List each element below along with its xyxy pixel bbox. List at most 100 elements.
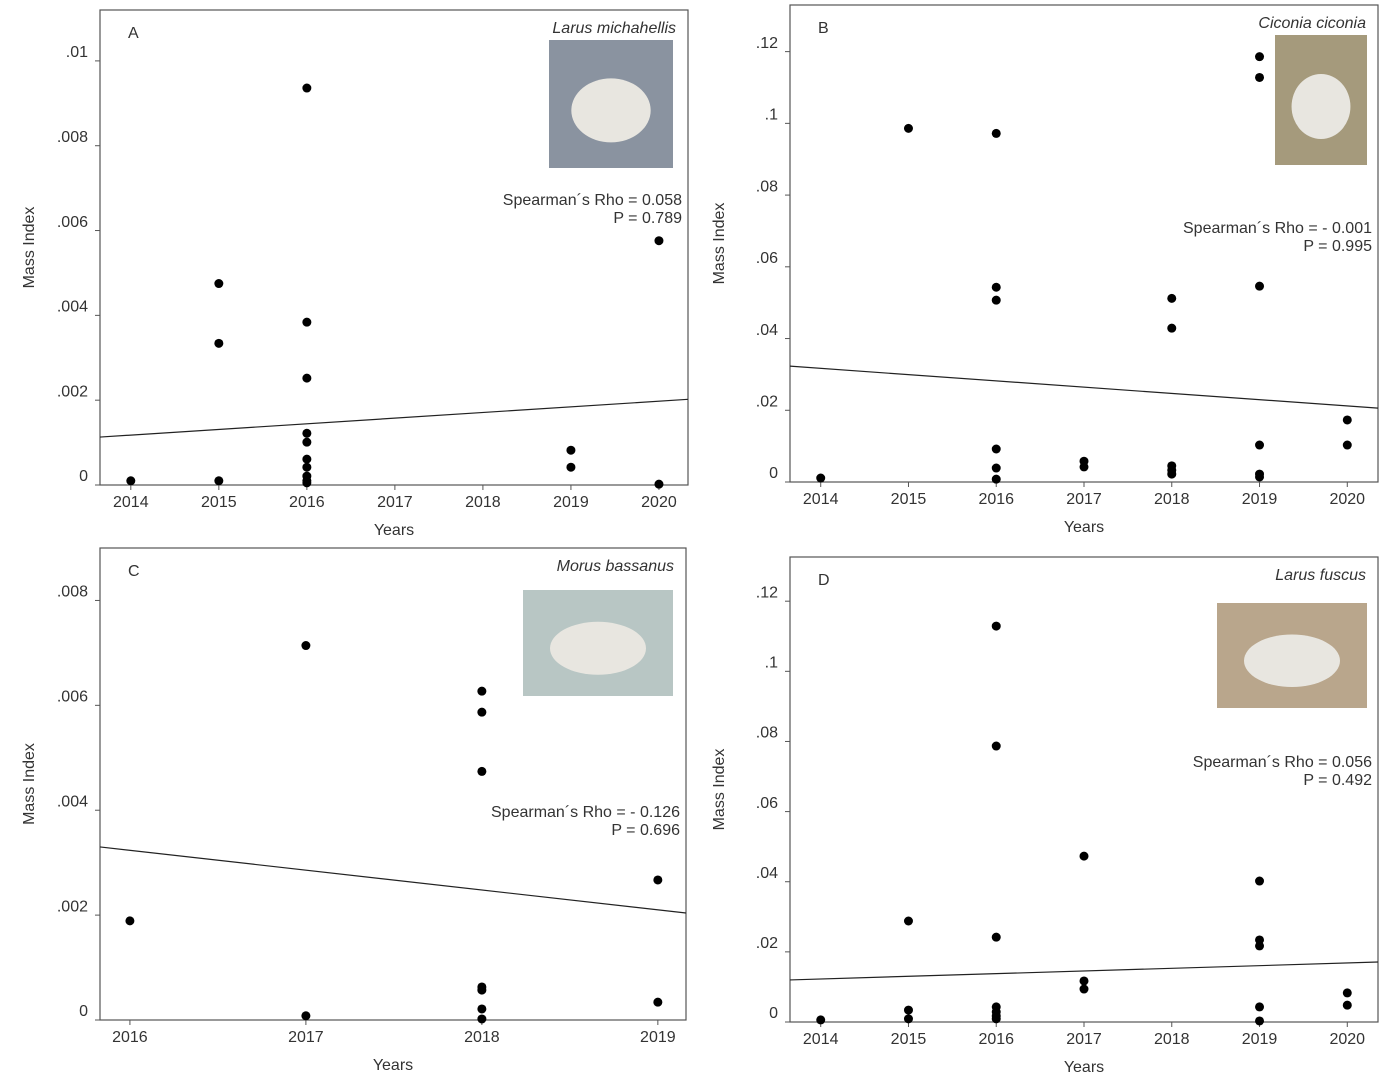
data-point <box>125 916 134 925</box>
y-tick-label: .002 <box>57 898 88 915</box>
y-tick-label: 0 <box>769 465 778 482</box>
stat-p: P = 0.696 <box>611 822 680 839</box>
x-tick-label: 2019 <box>640 1029 676 1046</box>
photo-bird <box>1244 635 1340 688</box>
data-point <box>302 318 311 327</box>
data-point <box>302 463 311 472</box>
data-point <box>992 475 1001 484</box>
x-tick-label: 2016 <box>289 494 325 511</box>
data-point <box>302 438 311 447</box>
panel-letter: C <box>128 563 140 580</box>
x-tick-label: 2018 <box>1154 491 1190 508</box>
stat-rho: Spearman´s Rho = 0.058 <box>503 192 682 209</box>
y-tick-label: .08 <box>756 178 778 195</box>
y-tick-label: .004 <box>57 793 88 810</box>
y-tick-label: .004 <box>57 299 88 316</box>
stat-p: P = 0.789 <box>613 210 682 227</box>
x-axis-label: Years <box>1064 519 1104 536</box>
data-point <box>992 933 1001 942</box>
data-point <box>477 986 486 995</box>
y-tick-label: 0 <box>79 468 88 485</box>
data-point <box>1255 1016 1264 1025</box>
x-tick-label: 2019 <box>1242 1031 1278 1048</box>
x-tick-label: 2019 <box>553 494 589 511</box>
y-tick-label: .04 <box>756 865 778 882</box>
stat-p: P = 0.995 <box>1303 238 1372 255</box>
y-tick-label: .04 <box>756 322 778 339</box>
x-tick-label: 2014 <box>113 494 149 511</box>
data-point <box>1255 1002 1264 1011</box>
species-name: Larus michahellis <box>552 20 676 37</box>
data-point <box>1343 415 1352 424</box>
data-point <box>992 464 1001 473</box>
data-point <box>1343 441 1352 450</box>
data-point <box>1343 988 1352 997</box>
data-point <box>816 1015 825 1024</box>
data-point <box>302 455 311 464</box>
y-axis-label: Mass Index <box>711 203 728 285</box>
data-point <box>301 641 310 650</box>
photo-bird <box>1292 74 1351 139</box>
stat-rho: Spearman´s Rho = 0.056 <box>1193 754 1372 771</box>
y-tick-label: .12 <box>756 35 778 52</box>
x-tick-label: 2014 <box>803 491 839 508</box>
y-tick-label: .006 <box>57 689 88 706</box>
data-point <box>477 1004 486 1013</box>
fit-line <box>100 847 686 913</box>
data-point <box>477 708 486 717</box>
y-tick-label: .02 <box>756 393 778 410</box>
data-point <box>1255 472 1264 481</box>
fit-line <box>790 366 1378 408</box>
data-point <box>653 875 662 884</box>
x-tick-label: 2020 <box>641 494 677 511</box>
data-point <box>302 84 311 93</box>
data-point <box>214 339 223 348</box>
x-tick-label: 2018 <box>465 494 501 511</box>
data-point <box>1255 73 1264 82</box>
data-point <box>1167 324 1176 333</box>
x-tick-label: 2016 <box>978 491 1014 508</box>
y-tick-label: .02 <box>756 935 778 952</box>
data-point <box>1255 877 1264 886</box>
figure: 0.002.004.006.008.0120142015201620172018… <box>0 0 1386 1079</box>
stat-rho: Spearman´s Rho = - 0.001 <box>1183 220 1372 237</box>
x-tick-label: 2015 <box>891 1031 927 1048</box>
species-name: Morus bassanus <box>557 558 674 575</box>
y-tick-label: .08 <box>756 725 778 742</box>
y-tick-label: 0 <box>79 1003 88 1020</box>
x-tick-label: 2015 <box>891 491 927 508</box>
data-point <box>992 283 1001 292</box>
data-point <box>1080 976 1089 985</box>
data-point <box>1167 294 1176 303</box>
data-point <box>904 124 913 133</box>
data-point <box>904 917 913 926</box>
panel-letter: B <box>818 20 829 37</box>
y-tick-label: .06 <box>756 795 778 812</box>
y-tick-label: .1 <box>765 107 778 124</box>
y-tick-label: .006 <box>57 214 88 231</box>
y-tick-label: .002 <box>57 383 88 400</box>
x-axis-label: Years <box>374 522 414 539</box>
x-axis-label: Years <box>373 1057 413 1074</box>
data-point <box>992 1014 1001 1023</box>
fit-line <box>100 399 688 437</box>
species-name: Larus fuscus <box>1275 567 1366 584</box>
y-tick-label: .06 <box>756 250 778 267</box>
photo-bird <box>550 622 646 675</box>
y-tick-label: .1 <box>765 655 778 672</box>
x-tick-label: 2015 <box>201 494 237 511</box>
x-tick-label: 2016 <box>978 1031 1014 1048</box>
data-point <box>301 1011 310 1020</box>
data-point <box>1080 462 1089 471</box>
data-point <box>1080 852 1089 861</box>
data-point <box>992 129 1001 138</box>
data-point <box>904 1006 913 1015</box>
photo-bird <box>571 78 650 142</box>
data-point <box>654 480 663 489</box>
data-point <box>1255 52 1264 61</box>
data-point <box>654 236 663 245</box>
